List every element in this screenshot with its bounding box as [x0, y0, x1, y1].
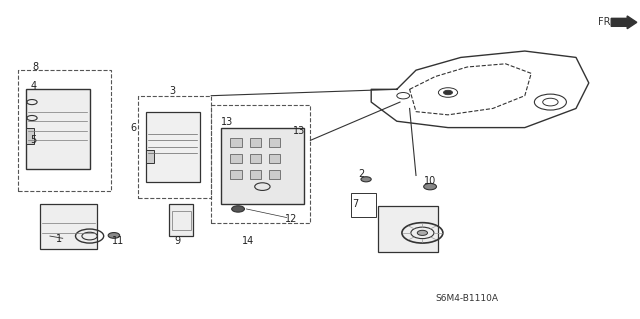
Text: 5: 5 — [30, 135, 36, 145]
Text: 4: 4 — [30, 81, 36, 91]
Bar — [169, 204, 193, 236]
Circle shape — [444, 90, 452, 95]
Text: 2: 2 — [358, 169, 365, 179]
Text: 10: 10 — [424, 176, 436, 186]
Text: 14: 14 — [242, 236, 255, 246]
Bar — [18, 70, 111, 191]
Circle shape — [232, 206, 244, 212]
Text: FR.: FR. — [598, 17, 614, 27]
Bar — [269, 154, 280, 163]
Bar — [40, 204, 97, 249]
Bar — [221, 128, 304, 204]
Text: 1: 1 — [56, 234, 62, 244]
Bar — [211, 105, 310, 223]
Text: 9: 9 — [175, 236, 181, 246]
Circle shape — [424, 183, 436, 190]
Text: 6: 6 — [130, 122, 136, 133]
Text: 12: 12 — [285, 213, 298, 224]
Circle shape — [361, 177, 371, 182]
Bar — [250, 154, 261, 163]
Bar — [230, 154, 242, 163]
Bar — [250, 138, 261, 147]
Text: 3: 3 — [170, 86, 176, 96]
Bar — [230, 170, 242, 179]
Bar — [230, 138, 242, 147]
Bar — [146, 150, 154, 163]
Bar — [250, 170, 261, 179]
Bar — [351, 193, 376, 217]
Bar — [378, 206, 438, 252]
FancyArrow shape — [611, 16, 637, 29]
Bar — [269, 138, 280, 147]
Text: 8: 8 — [32, 62, 38, 72]
Text: 13: 13 — [221, 117, 234, 127]
Bar — [146, 112, 200, 182]
Text: 7: 7 — [352, 199, 358, 209]
Bar — [269, 170, 280, 179]
Bar — [138, 96, 211, 198]
Circle shape — [108, 233, 120, 238]
Bar — [26, 128, 34, 144]
Text: S6M4-B1110A: S6M4-B1110A — [436, 294, 499, 303]
Circle shape — [417, 230, 428, 235]
Bar — [26, 89, 90, 169]
Text: 11: 11 — [112, 236, 125, 246]
Bar — [172, 211, 191, 230]
Text: 13: 13 — [293, 126, 306, 136]
